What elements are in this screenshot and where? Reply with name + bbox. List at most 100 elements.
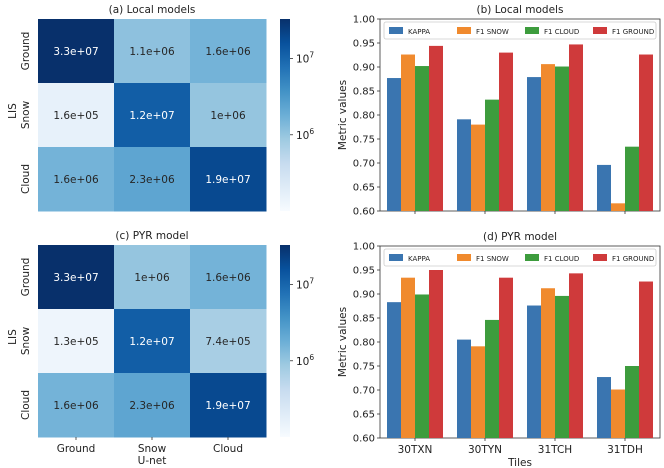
heatmap-cell-cloud-ground: [38, 373, 115, 438]
y-tick-label: 0.90: [353, 290, 375, 301]
bar-f1-snow-30txn: [401, 277, 415, 438]
heatmap-cell-snow-snow: [114, 309, 191, 374]
legend-swatch-f1-cloud: [525, 254, 539, 261]
legend-swatch-f1-ground: [593, 27, 607, 34]
x-tick-label-30txn: 30TXN: [398, 444, 433, 456]
x-tick-label-30tyn: 30TYN: [468, 444, 502, 456]
heatmap-cell-ground-snow: [114, 19, 191, 84]
colorbar-tick-label: 107: [296, 51, 314, 66]
heatmap-cell-label: 1.2e+07: [129, 110, 174, 122]
heatmap-cell-ground-ground: [38, 19, 115, 84]
heatmap-cell-label: 1e+06: [134, 272, 170, 284]
bar-f1-ground-30tyn: [499, 52, 513, 211]
heatmap-cell-label: 1.1e+06: [129, 46, 175, 58]
y-tick-label: 0.60: [353, 207, 375, 218]
bar-y-axis-label: Metric values: [337, 80, 349, 150]
heatmap-cell-ground-snow: [114, 245, 191, 310]
heatmap-cell-snow-ground: [38, 83, 115, 148]
bar-kappa-30txn: [387, 78, 401, 211]
legend-swatch-f1-snow: [457, 27, 471, 34]
heatmap-title: (a) Local models: [109, 4, 196, 16]
bar-kappa-30tyn: [457, 119, 471, 211]
colorbar: [280, 19, 290, 211]
heatmap-cell-label: 3.3e+07: [53, 46, 98, 58]
bar-chart-b-panel: (b) Local models 0.60 0.65 0.70 0.75 0.80 0.85…: [337, 4, 661, 218]
legend-label-kappa: KAPPA: [408, 255, 430, 263]
bar-f1-cloud-30txn: [415, 66, 429, 211]
legend-swatch-f1-cloud: [525, 27, 539, 34]
legend-swatch-f1-ground: [593, 254, 607, 261]
heatmap-cell-snow-ground: [38, 309, 115, 374]
y-tick-label: 0.80: [353, 338, 375, 349]
bar-chart-title: (b) Local models: [477, 4, 564, 16]
y-tick-label: 0.65: [353, 183, 375, 194]
bar-f1-snow-30txn: [401, 54, 415, 211]
legend-box: [383, 21, 657, 40]
bar-f1-snow-31tch: [541, 288, 555, 438]
heatmap-cell-label: 1.6e+06: [53, 174, 99, 186]
x-tick-label-31tdh: 31TDH: [607, 444, 643, 456]
legend-swatch-f1-snow: [457, 254, 471, 261]
bar-y-axis-label: Metric values: [337, 307, 349, 377]
legend-label-f1-ground: F1 GROUND: [612, 28, 654, 36]
bar-kappa-31tch: [527, 77, 541, 211]
legend-label-f1-cloud: F1 CLOUD: [544, 255, 579, 263]
colorbar: [280, 245, 290, 437]
bar-chart-title: (d) PYR model: [483, 231, 557, 243]
bar-f1-cloud-30txn: [415, 294, 429, 438]
legend: KAPPA F1 SNOW F1 CLOUD F1 GROUND: [383, 248, 657, 267]
heatmap-cell-snow-snow: [114, 83, 191, 148]
heatmap-y-axis-label: LIS: [7, 329, 19, 345]
legend-label-f1-snow: F1 SNOW: [476, 255, 509, 263]
bar-f1-snow-31tdh: [611, 203, 625, 211]
heatmap-title: (c) PYR model: [115, 230, 188, 242]
bar-f1-ground-30tyn: [499, 277, 513, 438]
bar-chart-d-panel: (d) PYR model 0.60 0.65 0.70 0.75 0.80 0.85 0.9…: [337, 231, 661, 468]
heatmap-cell-label: 1.6e+06: [53, 400, 99, 412]
bar-kappa-31tdh: [597, 377, 611, 438]
legend-label-f1-ground: F1 GROUND: [612, 255, 654, 263]
heatmap-c-panel: (c) PYR model 3.3e+07 1e+06 1.6e+06 1.3e+05 1…: [7, 230, 314, 467]
bar-f1-cloud-31tch: [555, 66, 569, 212]
heatmap-cell-label: 1e+06: [210, 110, 246, 122]
row-label-cloud: Cloud: [20, 390, 32, 420]
bar-f1-ground-31tch: [569, 44, 583, 211]
colorbar-tick-label: 106: [296, 353, 314, 368]
y-tick-label: 1.00: [353, 242, 375, 253]
bar-f1-cloud-31tdh: [625, 366, 639, 438]
bar-f1-snow-31tch: [541, 64, 555, 212]
heatmap-y-axis-label: LIS: [7, 103, 19, 119]
legend-label-f1-snow: F1 SNOW: [476, 28, 509, 36]
heatmap-cell-label: 7.4e+05: [205, 336, 250, 348]
bar-f1-ground-30txn: [429, 270, 443, 438]
bar-f1-snow-30tyn: [471, 124, 485, 211]
bar-kappa-30tyn: [457, 339, 471, 438]
heatmap-cell-label: 1.6e+06: [205, 272, 251, 284]
y-tick-label: 0.60: [353, 434, 375, 445]
colorbar-tick-label: 107: [296, 277, 314, 292]
y-tick-label: 0.70: [353, 386, 375, 397]
row-label-cloud: Cloud: [20, 164, 32, 194]
legend-label-kappa: KAPPA: [408, 28, 430, 36]
y-tick-label: 0.80: [353, 111, 375, 122]
heatmap-cell-cloud-ground: [38, 147, 115, 212]
y-tick-label: 0.90: [353, 63, 375, 74]
heatmap-cell-ground-cloud: [190, 19, 267, 84]
bar-x-axis-label: Tiles: [507, 457, 532, 468]
y-tick-label: 0.75: [353, 362, 375, 373]
heatmap-x-axis-label: U-net: [138, 455, 167, 467]
heatmap-cell-cloud-snow: [114, 147, 191, 212]
bar-f1-cloud-31tch: [555, 295, 569, 438]
row-label-ground: Ground: [20, 32, 32, 71]
legend: KAPPA F1 SNOW F1 CLOUD F1 GROUND: [383, 21, 657, 40]
legend-swatch-kappa: [389, 27, 403, 34]
bar-f1-ground-30txn: [429, 45, 443, 211]
heatmap-cell-label: 1.6e+05: [53, 110, 98, 122]
bar-f1-snow-31tdh: [611, 389, 625, 438]
bar-f1-snow-30tyn: [471, 346, 485, 438]
y-tick-label: 1.00: [353, 15, 375, 26]
row-label-ground: Ground: [20, 258, 32, 297]
y-tick-label: 0.70: [353, 159, 375, 170]
col-label-snow: Snow: [138, 443, 167, 455]
heatmap-cell-label: 1.3e+05: [53, 336, 98, 348]
